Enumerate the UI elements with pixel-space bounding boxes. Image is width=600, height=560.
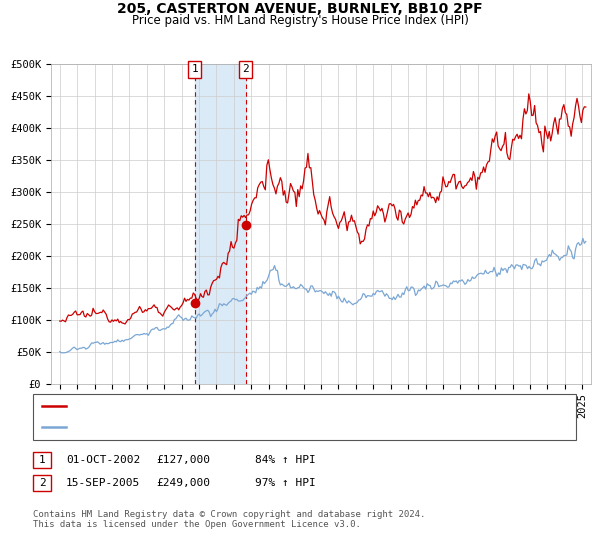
Text: Price paid vs. HM Land Registry's House Price Index (HPI): Price paid vs. HM Land Registry's House … — [131, 14, 469, 27]
Text: £127,000: £127,000 — [156, 455, 210, 465]
Text: 1: 1 — [38, 455, 46, 465]
Text: Contains HM Land Registry data © Crown copyright and database right 2024.
This d: Contains HM Land Registry data © Crown c… — [33, 510, 425, 529]
Text: 2: 2 — [38, 478, 46, 488]
Text: 205, CASTERTON AVENUE, BURNLEY, BB10 2PF: 205, CASTERTON AVENUE, BURNLEY, BB10 2PF — [117, 2, 483, 16]
Text: 97% ↑ HPI: 97% ↑ HPI — [255, 478, 316, 488]
Text: 2: 2 — [242, 64, 249, 74]
Text: 205, CASTERTON AVENUE, BURNLEY, BB10 2PF (detached house): 205, CASTERTON AVENUE, BURNLEY, BB10 2PF… — [72, 401, 428, 411]
Text: 1: 1 — [191, 64, 198, 74]
Text: 01-OCT-2002: 01-OCT-2002 — [66, 455, 140, 465]
Text: HPI: Average price, detached house, Burnley: HPI: Average price, detached house, Burn… — [72, 422, 341, 432]
Text: 84% ↑ HPI: 84% ↑ HPI — [255, 455, 316, 465]
Bar — [195, 64, 245, 384]
Text: 15-SEP-2005: 15-SEP-2005 — [66, 478, 140, 488]
Text: £249,000: £249,000 — [156, 478, 210, 488]
